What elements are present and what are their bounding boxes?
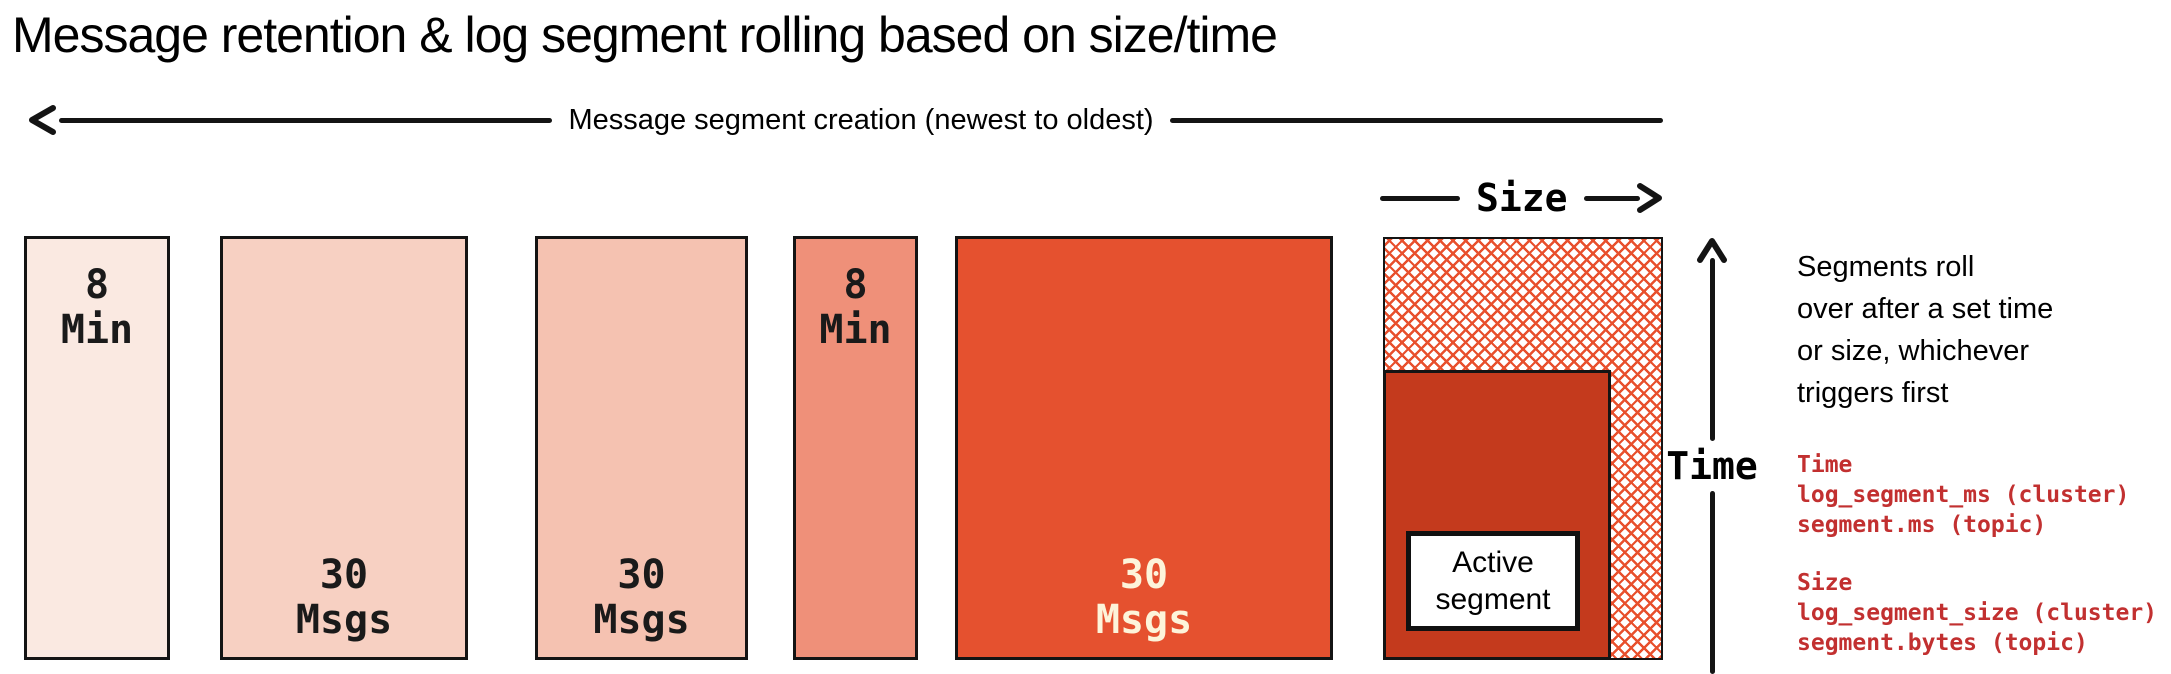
config-group-size: Size log_segment_size (cluster) segment.…	[1797, 568, 2171, 658]
arrow-up-icon	[1697, 238, 1727, 263]
segment-label-line: 30	[617, 552, 666, 598]
page-title: Message retention & log segment rolling …	[12, 7, 1278, 63]
axis-line-left	[59, 117, 553, 123]
config-line: log_segment_ms (cluster)	[1797, 482, 2130, 508]
segment-box-2: 30 Msgs	[220, 236, 468, 660]
creation-axis-label: Message segment creation (newest to olde…	[568, 103, 1154, 136]
segment-label-line: Min	[819, 307, 892, 353]
segment-label-line: 8	[84, 262, 110, 308]
segment-label-line: Msgs	[593, 597, 690, 643]
time-axis-line-upper	[1709, 258, 1715, 441]
annotation-line: triggers first	[1797, 377, 1949, 409]
axis-line-right	[1169, 117, 1664, 123]
segment-box-5: 30 Msgs	[955, 236, 1333, 660]
time-axis-label: Time	[1666, 444, 1758, 488]
config-line: segment.bytes (topic)	[1797, 630, 2088, 656]
config-group-time: Time log_segment_ms (cluster) segment.ms…	[1797, 450, 2171, 540]
annotation-line: or size, whichever	[1797, 335, 2030, 367]
active-segment-label-line: segment	[1435, 583, 1551, 616]
segment-envelope-hatched: Active segment	[1383, 237, 1663, 660]
arrow-left-icon	[29, 105, 56, 135]
segment-box-4: 8 Min	[793, 236, 918, 660]
size-axis: Size	[1380, 176, 1664, 220]
segment-label-line: Msgs	[295, 597, 393, 643]
arrow-right-icon	[1637, 183, 1662, 213]
time-axis: Time	[1666, 236, 1758, 674]
segment-label-line: 30	[319, 552, 369, 598]
config-heading-size: Size	[1797, 570, 1853, 596]
annotation-line: Segments roll	[1797, 251, 1975, 283]
config-heading-time: Time	[1797, 452, 1853, 478]
config-line: segment.ms (topic)	[1797, 512, 2047, 538]
config-line: log_segment_size (cluster)	[1797, 600, 2158, 626]
config-note: Time log_segment_ms (cluster) segment.ms…	[1797, 450, 2171, 658]
active-segment-fill: Active segment	[1383, 370, 1611, 660]
segment-box-1: 8 Min	[24, 236, 170, 660]
segment-label-line: 30	[1119, 552, 1169, 598]
size-axis-line-right	[1583, 195, 1640, 201]
creation-axis: Message segment creation (newest to olde…	[25, 102, 1664, 138]
annotation-line: over after a set time	[1797, 293, 2054, 325]
segment-label-line: Msgs	[1095, 597, 1193, 643]
time-axis-line-lower	[1709, 491, 1715, 674]
size-axis-line-left	[1380, 195, 1460, 201]
segment-label-line: 8	[843, 262, 868, 308]
size-axis-label: Size	[1476, 176, 1568, 220]
rollover-annotation: Segments roll over after a set time or s…	[1797, 246, 2169, 414]
segment-box-3: 30 Msgs	[535, 236, 748, 660]
active-segment-badge: Active segment	[1406, 531, 1580, 631]
segment-label-line: Min	[60, 307, 134, 353]
active-segment-label-line: Active	[1452, 546, 1534, 579]
